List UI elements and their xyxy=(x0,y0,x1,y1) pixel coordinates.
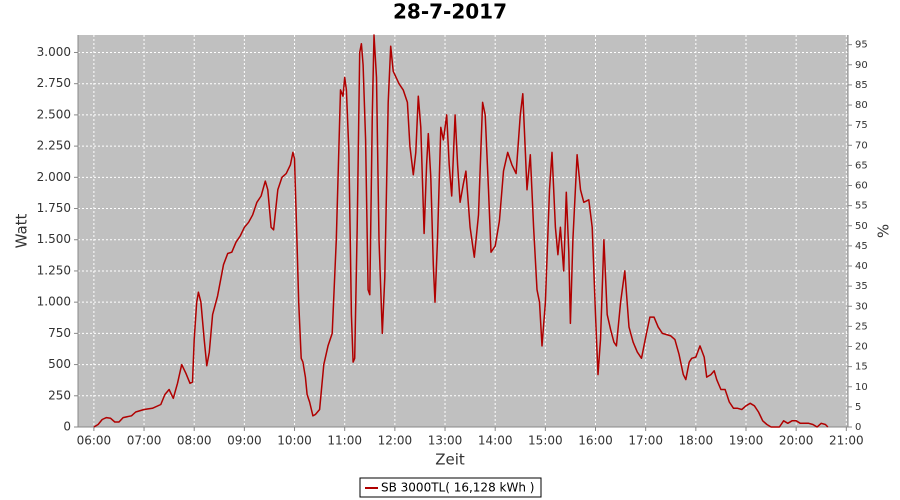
y2-tick-label: 20 xyxy=(855,342,868,353)
y2-tick-label: 60 xyxy=(855,181,868,192)
y-tick-label: 1.500 xyxy=(37,232,71,246)
y-tick-label: 1.000 xyxy=(37,295,71,309)
x-tick-label: 06:00 xyxy=(77,434,112,448)
y2-tick-label: 85 xyxy=(855,80,868,91)
y-tick-label: 2.750 xyxy=(37,76,71,90)
y2-axis-label: % xyxy=(875,224,893,238)
y-tick-label: 0 xyxy=(63,420,71,434)
x-tick-label: 07:00 xyxy=(127,434,162,448)
y2-tick-label: 10 xyxy=(855,382,868,393)
x-tick-label: 16:00 xyxy=(578,434,613,448)
y2-tick-label: 45 xyxy=(855,241,868,252)
y-tick-label: 750 xyxy=(48,326,71,340)
y-axis-label: Watt xyxy=(13,213,31,248)
y2-tick-label: 95 xyxy=(855,40,868,51)
y-tick-label: 2.000 xyxy=(37,170,71,184)
x-tick-label: 17:00 xyxy=(628,434,663,448)
y2-tick-label: 15 xyxy=(855,362,868,373)
y-tick-label: 250 xyxy=(48,388,71,402)
x-tick-label: 13:00 xyxy=(428,434,463,448)
x-tick-label: 20:00 xyxy=(779,434,814,448)
y2-tick-label: 50 xyxy=(855,221,868,232)
x-axis-label: Zeit xyxy=(435,451,465,469)
x-tick-label: 12:00 xyxy=(378,434,413,448)
x-tick-label: 08:00 xyxy=(177,434,212,448)
chart-title: 28-7-2017 xyxy=(393,0,507,24)
y2-tick-label: 75 xyxy=(855,120,868,131)
y2-tick-label: 90 xyxy=(855,60,868,71)
y2-tick-label: 30 xyxy=(855,301,868,312)
x-tick-label: 14:00 xyxy=(478,434,513,448)
y-tick-label: 2.500 xyxy=(37,107,71,121)
x-tick-label: 10:00 xyxy=(277,434,312,448)
x-tick-label: 18:00 xyxy=(679,434,714,448)
y2-tick-label: 0 xyxy=(855,422,861,433)
y-tick-label: 500 xyxy=(48,357,71,371)
legend-label: SB 3000TL( 16,128 kWh ) xyxy=(381,481,534,495)
y2-tick-label: 55 xyxy=(855,201,868,212)
y2-tick-label: 65 xyxy=(855,160,868,171)
y-tick-label: 1.250 xyxy=(37,263,71,277)
y2-tick-label: 35 xyxy=(855,281,868,292)
series-line xyxy=(93,34,829,428)
y2-tick-label: 25 xyxy=(855,321,868,332)
legend-box xyxy=(359,477,542,498)
x-tick-label: 15:00 xyxy=(528,434,563,448)
y2-tick-label: 70 xyxy=(855,140,868,151)
y-tick-label: 3.000 xyxy=(37,45,71,59)
x-tick-label: 09:00 xyxy=(227,434,262,448)
x-tick-label: 21:00 xyxy=(829,434,864,448)
x-tick-label: 11:00 xyxy=(327,434,362,448)
y2-tick-label: 80 xyxy=(855,100,868,111)
x-tick-label: 19:00 xyxy=(729,434,764,448)
y-tick-label: 2.250 xyxy=(37,139,71,153)
y2-tick-label: 5 xyxy=(855,402,861,413)
y-tick-label: 1.750 xyxy=(37,201,71,215)
y2-tick-label: 40 xyxy=(855,261,868,272)
